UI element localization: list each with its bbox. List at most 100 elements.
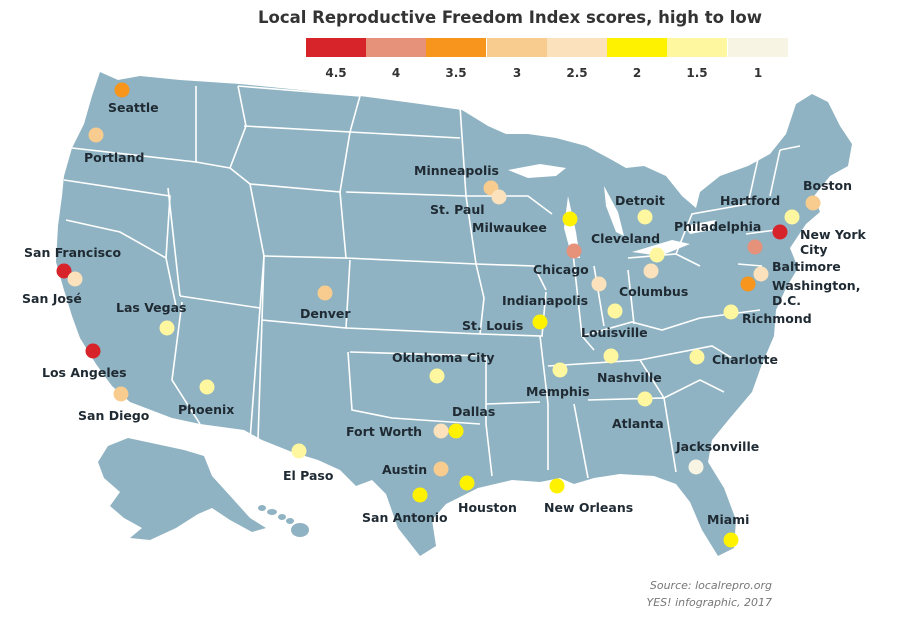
legend-swatch (728, 38, 788, 57)
legend: 4.5 4 3.5 3 2.5 2 1.5 1 (306, 38, 788, 80)
city-marker (649, 247, 665, 263)
city-marker (591, 276, 607, 292)
contiguous-us-shape (56, 72, 852, 556)
city-marker (688, 459, 704, 475)
city-label: Miami (707, 512, 749, 527)
city-label: San Antonio (362, 510, 448, 525)
city-marker (784, 209, 800, 225)
city-marker (643, 263, 659, 279)
source-note: Source: localrepro.org YES! infographic,… (647, 577, 772, 611)
city-label: Milwaukee (472, 220, 547, 235)
state-borders (63, 85, 801, 479)
city-label: Baltimore (772, 259, 841, 274)
city-markers: Seattle Portland San Francisco San José Los … (22, 82, 866, 548)
city-marker (549, 478, 565, 494)
city-label: Richmond (742, 311, 812, 326)
credit-line: YES! infographic, 2017 (646, 596, 772, 609)
alaska-shape (98, 438, 266, 540)
city-label: San Francisco (24, 245, 121, 260)
legend-label: 4.5 (325, 66, 347, 80)
city-label: Houston (458, 500, 517, 515)
city-marker (88, 127, 104, 143)
legend-swatch (366, 38, 426, 57)
city-marker (429, 368, 445, 384)
city-label: Austin (382, 462, 427, 477)
city-label: St. Paul (430, 202, 485, 217)
city-label: Minneapolis (414, 163, 499, 178)
city-marker (723, 532, 739, 548)
city-marker (433, 461, 449, 477)
city-marker (199, 379, 215, 395)
legend-swatch (487, 38, 547, 57)
city-marker (412, 487, 428, 503)
city-marker (114, 82, 130, 98)
city-marker (291, 443, 307, 459)
city-label: Indianapolis (502, 293, 588, 308)
city-marker (637, 391, 653, 407)
city-marker (67, 271, 83, 287)
city-marker (747, 239, 763, 255)
city-label: Dallas (452, 404, 495, 419)
legend-swatch (547, 38, 607, 57)
legend-swatch (426, 38, 486, 57)
city-label: San Diego (78, 408, 150, 423)
legend-label: 4 (391, 66, 401, 80)
legend-label: 3.5 (445, 66, 467, 80)
city-marker (805, 195, 821, 211)
city-marker (562, 211, 578, 227)
city-label: Las Vegas (116, 300, 186, 315)
city-label: St. Louis (462, 318, 523, 333)
city-marker (85, 343, 101, 359)
city-label: Nashville (597, 370, 662, 385)
city-label: Los Angeles (42, 365, 127, 380)
city-label: Seattle (108, 100, 159, 115)
city-label: Chicago (533, 262, 589, 277)
city-label: New York City (800, 227, 866, 257)
city-marker (317, 285, 333, 301)
legend-swatch (306, 38, 366, 57)
city-label: Louisville (581, 325, 648, 340)
city-label: Charlotte (712, 352, 778, 367)
city-marker (772, 224, 788, 240)
city-label: Columbus (619, 284, 688, 299)
legend-label: 1.5 (686, 66, 708, 80)
us-landmass (56, 72, 852, 556)
city-label: Philadelphia (674, 219, 761, 234)
city-label: Memphis (526, 384, 590, 399)
legend-label: 2 (632, 66, 642, 80)
legend-label: 3 (512, 66, 522, 80)
city-label: Oklahoma City (392, 350, 495, 365)
city-label: New Orleans (544, 500, 633, 515)
city-label: Hartford (720, 193, 780, 208)
city-marker (607, 303, 623, 319)
city-label: Detroit (615, 193, 665, 208)
city-label: Jacksonville (675, 439, 759, 454)
hawaii-islands (258, 505, 309, 537)
legend-swatch (667, 38, 727, 57)
city-marker (491, 189, 507, 205)
map-title: Local Reproductive Freedom Index scores,… (257, 8, 762, 27)
city-marker (753, 266, 769, 282)
city-marker (552, 362, 568, 378)
legend-label: 1 (753, 66, 763, 80)
city-label: Denver (300, 306, 351, 321)
city-marker (723, 304, 739, 320)
legend-label: 2.5 (566, 66, 588, 80)
city-marker (603, 348, 619, 364)
city-label: Fort Worth (346, 424, 422, 439)
city-marker (566, 243, 582, 259)
city-marker (459, 475, 475, 491)
city-marker (532, 314, 548, 330)
city-label: Atlanta (612, 416, 664, 431)
city-label: Cleveland (591, 231, 660, 246)
city-marker (637, 209, 653, 225)
city-marker (740, 276, 756, 292)
city-label: Phoenix (178, 402, 234, 417)
city-marker (433, 423, 449, 439)
legend-swatch (607, 38, 667, 57)
city-marker (448, 423, 464, 439)
source-line: Source: localrepro.org (649, 579, 772, 592)
city-label: Portland (84, 150, 144, 165)
city-label: Boston (803, 178, 852, 193)
